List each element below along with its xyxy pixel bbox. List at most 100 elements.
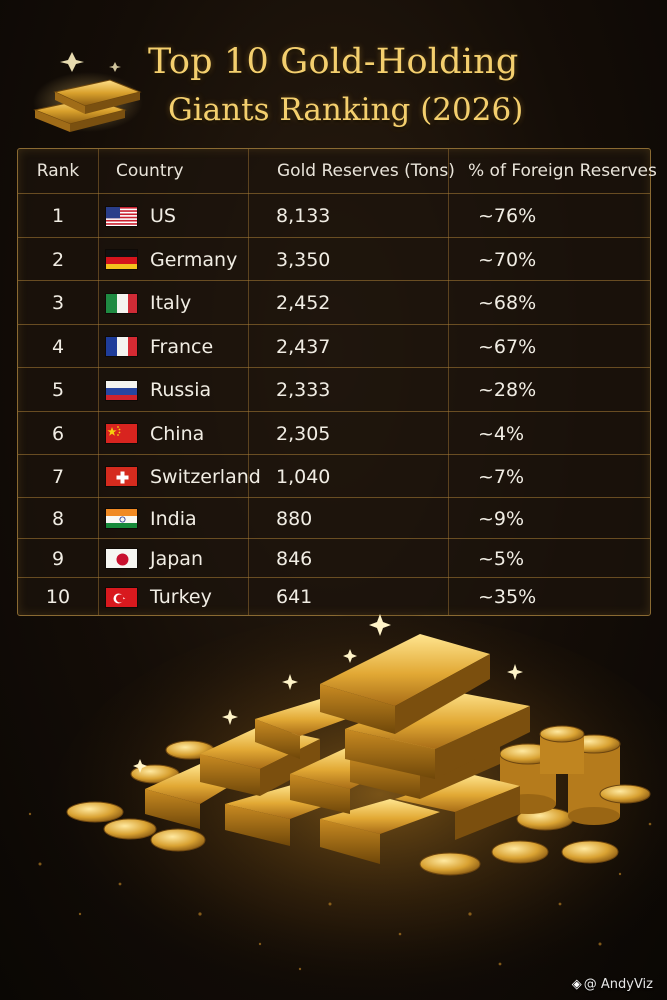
gold-reserves-cell: 880 [248,498,448,539]
country-name: Russia [150,379,212,401]
gold-reserves-cell: 3,350 [248,238,448,281]
table-row: 2 Germany 3,350 ~70% [18,237,650,281]
gold-dust [28,812,652,971]
gold-reserves-value: 2,333 [276,379,331,401]
country-cell: Italy [98,281,248,325]
header-gold-reserves: Gold Reserves (Tons) [277,161,455,181]
country-cell: France [98,325,248,368]
country-cell: US [98,194,248,238]
france-flag-icon [105,336,138,357]
pct-foreign-reserves-cell: ~70% [448,238,648,281]
column-divider [98,149,99,615]
column-divider [448,149,449,615]
gold-reserves-cell: 2,437 [248,325,448,368]
gold-reserves-cell: 2,305 [248,412,448,455]
country-name: France [150,335,214,358]
pct-foreign-reserves-value: ~70% [478,248,537,271]
gold-bars-icon [33,52,143,132]
country-cell: Switzerland [98,455,261,498]
india-flag-icon [105,508,138,529]
pct-foreign-reserves-value: ~7% [478,465,525,488]
gold-reserves-cell: 1,040 [248,455,448,498]
gold-reserves-value: 641 [276,586,313,608]
gold-bars [145,634,530,864]
gold-reserves-cell: 8,133 [248,194,448,238]
table-row: 5 Russia 2,333 ~28% [18,367,650,412]
china-flag-icon [105,423,138,444]
gold-bars-pile-illustration [28,614,667,1000]
country-cell: China [98,412,248,455]
country-name: India [150,507,197,530]
pct-foreign-reserves-value: ~35% [478,586,537,608]
rank-cell: 9 [51,547,65,570]
table-row: 4 France 2,437 ~67% [18,324,650,368]
gold-reserves-value: 2,452 [276,292,331,314]
column-divider [248,149,249,615]
rank-cell: 1 [51,205,65,227]
gold-coins [66,725,651,876]
rank-cell: 10 [45,586,71,608]
table-row: 9 Japan 846 ~5% [18,538,650,578]
rank-cell: 2 [51,248,65,271]
country-name: Switzerland [150,465,261,488]
gold-reserves-cell: 2,452 [248,281,448,325]
table-header-row: Rank Country Gold Reserves (Tons) % of F… [18,149,657,193]
watermark: ◈ @ AndyViz [571,977,653,992]
italy-flag-icon [105,292,138,314]
rank-cell: 8 [51,507,65,530]
gold-reserves-value: 2,305 [276,422,331,445]
country-cell: Turkey [98,578,248,616]
gold-reserves-cell: 846 [248,539,448,578]
germany-flag-icon [105,249,138,270]
gold-reserves-cell: 641 [248,578,448,616]
japan-flag-icon [105,548,138,569]
gold-reserves-cell: 2,333 [248,368,448,412]
page-subtitle: Giants Ranking (2026) [168,92,524,128]
switzerland-flag-icon [105,466,138,487]
rank-cell: 3 [51,292,65,314]
header-pct-foreign-reserves: % of Foreign Reserves [468,161,657,181]
pct-foreign-reserves-value: ~5% [478,547,525,570]
table-row: 8 India 880 ~9% [18,497,650,539]
rank-cell: 6 [51,422,65,445]
russia-flag-icon [105,379,138,401]
header-rank: Rank [36,161,80,181]
pct-foreign-reserves-value: ~28% [478,379,537,401]
country-cell: Japan [98,539,248,578]
us-flag-icon [105,205,138,227]
pct-foreign-reserves-value: ~4% [478,422,525,445]
table-row: 10 Turkey 641 ~35% [18,577,650,616]
pct-foreign-reserves-value: ~68% [478,292,537,314]
gold-reserves-value: 3,350 [276,248,331,271]
pct-foreign-reserves-value: ~9% [478,507,525,530]
gold-reserves-value: 2,437 [276,335,331,358]
table-row: 6 China 2,305 ~4% [18,411,650,455]
pct-foreign-reserves-value: ~67% [478,335,537,358]
country-name: Italy [150,292,192,314]
pct-foreign-reserves-value: ~76% [478,205,537,227]
pct-foreign-reserves-cell: ~67% [448,325,648,368]
page-title: Top 10 Gold-Holding [148,42,519,82]
pct-foreign-reserves-cell: ~28% [448,368,648,412]
pct-foreign-reserves-cell: ~7% [448,455,648,498]
country-name: China [150,422,205,445]
pct-foreign-reserves-cell: ~68% [448,281,648,325]
header: Top 10 Gold-Holding Giants Ranking (2026… [0,0,667,145]
gold-reserves-value: 8,133 [276,205,331,227]
country-name: Germany [150,248,238,271]
pct-foreign-reserves-cell: ~4% [448,412,648,455]
diamond-logo-icon: ◈ [571,977,582,992]
table-row: 3 Italy 2,452 ~68% [18,280,650,325]
pct-foreign-reserves-cell: ~35% [448,578,648,616]
pct-foreign-reserves-cell: ~76% [448,194,648,238]
sparkles [133,614,523,773]
table-row: 1 US 8,133 ~76% [18,193,650,238]
country-cell: India [98,498,248,539]
country-name: Turkey [150,586,212,608]
table-row: 7 Switzerland 1,040 ~7% [18,454,650,498]
ranking-table: Rank Country Gold Reserves (Tons) % of F… [17,148,657,616]
gold-reserves-value: 846 [276,547,313,570]
country-name: Japan [150,547,203,570]
rank-cell: 5 [51,379,65,401]
pct-foreign-reserves-cell: ~5% [448,539,648,578]
